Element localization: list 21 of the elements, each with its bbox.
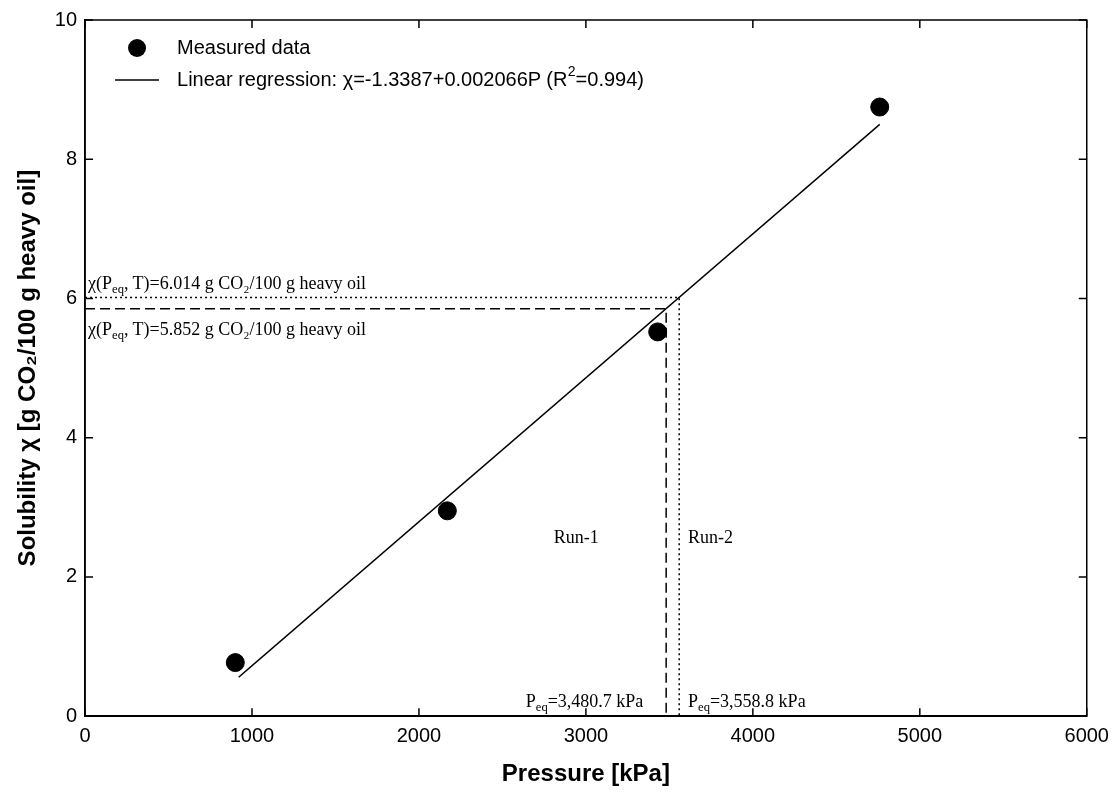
x-tick-label: 2000 — [396, 723, 442, 746]
y-tick-label: 0 — [65, 703, 78, 726]
x-tick-label: 5000 — [897, 723, 943, 746]
annotation: Run-2 — [688, 527, 734, 548]
x-tick-label: 1000 — [229, 723, 275, 746]
x-tick-label: 6000 — [1064, 723, 1109, 746]
point — [648, 322, 668, 342]
x-tick-label: 4000 — [730, 723, 776, 746]
y-tick-label: 6 — [65, 286, 78, 308]
y-tick-label: 2 — [65, 564, 78, 587]
y-tick-label: 4 — [65, 425, 78, 448]
y-tick-label: 10 — [54, 7, 78, 30]
point — [870, 97, 890, 117]
point — [437, 501, 457, 521]
x-tick-label: 3000 — [563, 723, 609, 746]
annotation: Run-1 — [553, 527, 599, 548]
y-axis-title: Solubility χ [g CO₂/100 g heavy oil] — [13, 169, 41, 567]
point — [225, 653, 245, 673]
y-tick-label: 8 — [65, 146, 78, 169]
legend-label: Measured data — [177, 35, 312, 58]
x-axis-title: Pressure [kPa] — [501, 759, 670, 787]
